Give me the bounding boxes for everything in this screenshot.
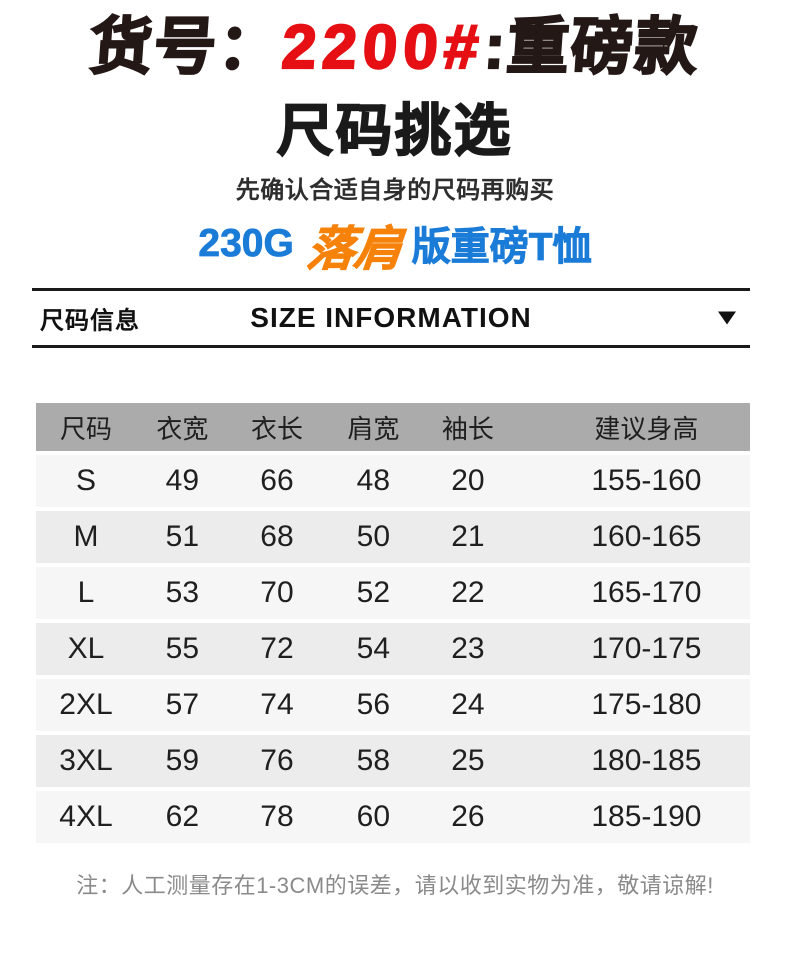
size-table-body: S 49 66 48 20 155-160 M 51 68 50 21 160-165 L 53 70 52 2…	[36, 455, 750, 843]
size-info-label-cn: 尺码信息	[40, 307, 140, 335]
value-cell: 76	[260, 744, 294, 777]
value-cell: 51	[165, 520, 200, 553]
value-cell: 50	[356, 520, 391, 553]
size-table-header: 尺码 衣宽 衣长 肩宽 袖长 建议身高	[36, 403, 750, 451]
size-cell: XL	[67, 632, 105, 665]
size-cell: M	[73, 520, 99, 553]
value-cell: 53	[165, 576, 200, 609]
value-cell: 26	[451, 800, 485, 833]
footnote: 注：人工测量存在1-3CM的误差，请以收到实物为准，敬请谅解!	[76, 873, 714, 898]
size-table: 尺码 衣宽 衣长 肩宽 袖长 建议身高 S 49 66 48 20 155-160 M 51 68 50 21…	[36, 403, 750, 847]
page-subtitle: 先确认合适自身的尺码再购买	[235, 177, 555, 204]
divider-bottom	[32, 345, 750, 348]
value-cell: 21	[451, 520, 485, 553]
value-cell: 185-190	[591, 800, 702, 833]
value-cell: 55	[165, 632, 200, 665]
fabric-style: 落肩	[304, 221, 405, 275]
value-cell: 68	[260, 520, 294, 553]
size-cell: 3XL	[59, 744, 113, 777]
value-cell: 60	[356, 800, 391, 833]
value-cell: 52	[356, 576, 391, 609]
value-cell: 24	[451, 688, 485, 721]
value-cell: 58	[356, 744, 391, 777]
value-cell: 70	[260, 576, 294, 609]
table-row: 3XL 59 76 58 25 180-185	[36, 735, 750, 787]
size-cell: S	[75, 464, 96, 497]
table-row: S 49 66 48 20 155-160	[36, 455, 750, 507]
column-header: 肩宽	[347, 413, 400, 444]
value-cell: 66	[260, 464, 294, 497]
table-row: 2XL 57 74 56 24 175-180	[36, 679, 750, 731]
value-cell: 57	[165, 688, 200, 721]
table-row: L 53 70 52 22 165-170	[36, 567, 750, 619]
product-code-suffix: :重磅款	[481, 12, 703, 83]
table-row: XL 55 72 54 23 170-175	[36, 623, 750, 675]
value-cell: 56	[356, 688, 391, 721]
divider-top	[32, 288, 750, 291]
product-code-prefix: 货号：	[86, 12, 285, 83]
size-cell: 2XL	[59, 688, 113, 721]
fabric-suffix: 版重磅T恤	[411, 226, 592, 270]
size-info-label-en: SIZE INFORMATION	[250, 302, 532, 333]
column-header: 衣宽	[156, 413, 209, 444]
value-cell: 72	[260, 632, 294, 665]
fabric-weight: 230G	[198, 222, 294, 266]
column-header: 袖长	[441, 413, 494, 444]
triangle-down-icon	[718, 311, 736, 325]
column-header: 尺码	[59, 413, 112, 444]
value-cell: 54	[356, 632, 391, 665]
fabric-highlight: 230G 落肩 版重磅T恤	[0, 216, 790, 275]
product-code-heading: 货号：2200#:重磅款	[0, 0, 790, 86]
value-cell: 175-180	[591, 688, 702, 721]
table-row: 4XL 62 78 60 26 185-190	[36, 791, 750, 843]
size-info-bar: 尺码信息 SIZE INFORMATION	[32, 291, 750, 345]
value-cell: 155-160	[591, 464, 702, 497]
value-cell: 20	[451, 464, 485, 497]
value-cell: 25	[451, 744, 485, 777]
column-header: 衣长	[250, 413, 303, 444]
value-cell: 170-175	[591, 632, 702, 665]
table-row: M 51 68 50 21 160-165	[36, 511, 750, 563]
value-cell: 160-165	[591, 520, 702, 553]
value-cell: 48	[356, 464, 391, 497]
value-cell: 165-170	[591, 576, 702, 609]
product-code-number: 2200#	[279, 12, 488, 83]
value-cell: 78	[260, 800, 294, 833]
size-cell: L	[77, 576, 95, 609]
value-cell: 22	[451, 576, 485, 609]
value-cell: 59	[165, 744, 200, 777]
column-header: 建议身高	[594, 413, 699, 444]
value-cell: 23	[451, 632, 485, 665]
page-title: 尺码挑选	[276, 98, 513, 163]
value-cell: 74	[260, 688, 294, 721]
size-cell: 4XL	[59, 800, 113, 833]
value-cell: 49	[165, 464, 200, 497]
value-cell: 62	[165, 800, 200, 833]
value-cell: 180-185	[591, 744, 702, 777]
